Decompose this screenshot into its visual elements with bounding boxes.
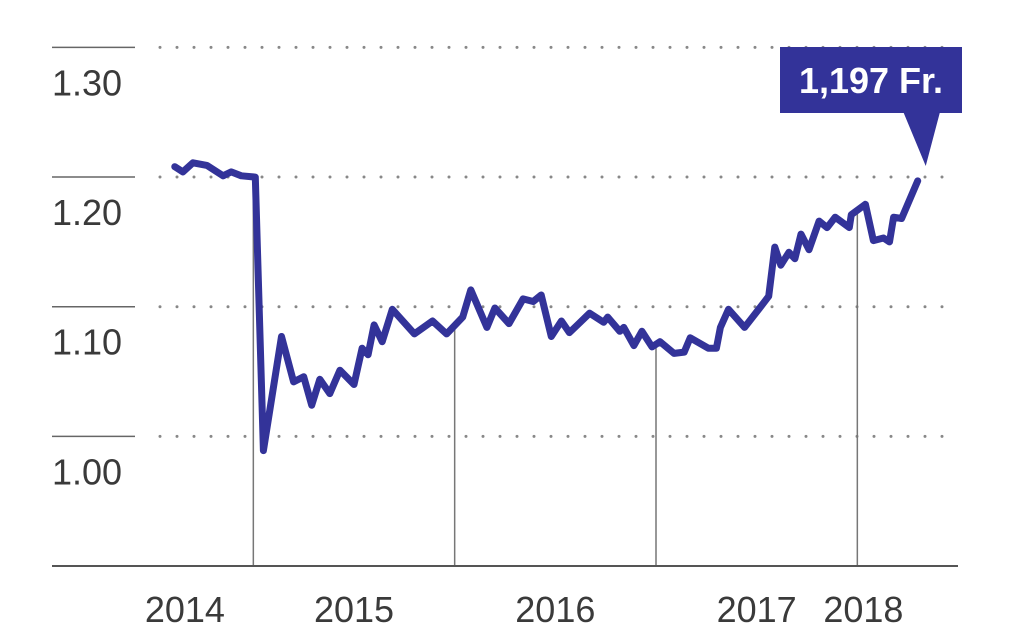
y-tick-label: 1.30: [52, 62, 122, 103]
annotation-callout-box: [780, 47, 962, 166]
x-tick-label: 2016: [515, 589, 595, 630]
x-axis-labels: 2014 2015 2016 2017 2018: [145, 589, 904, 630]
y-tick-label: 1.00: [52, 451, 122, 492]
x-tick-label: 2015: [314, 589, 394, 630]
x-tick-label: 2014: [145, 589, 225, 630]
annotation-label: 1,197 Fr.: [799, 60, 943, 101]
x-tick-label: 2018: [823, 589, 903, 630]
year-separators: [252, 176, 859, 566]
value-annotation: 1,197 Fr.: [780, 47, 962, 166]
gridlines: [52, 45, 960, 438]
series-line: [171, 159, 922, 455]
y-tick-label: 1.10: [52, 322, 122, 363]
x-tick-label: 2017: [717, 589, 797, 630]
y-tick-label: 1.20: [52, 192, 122, 233]
y-axis-labels: 1.00 1.10 1.20 1.30: [52, 62, 122, 492]
